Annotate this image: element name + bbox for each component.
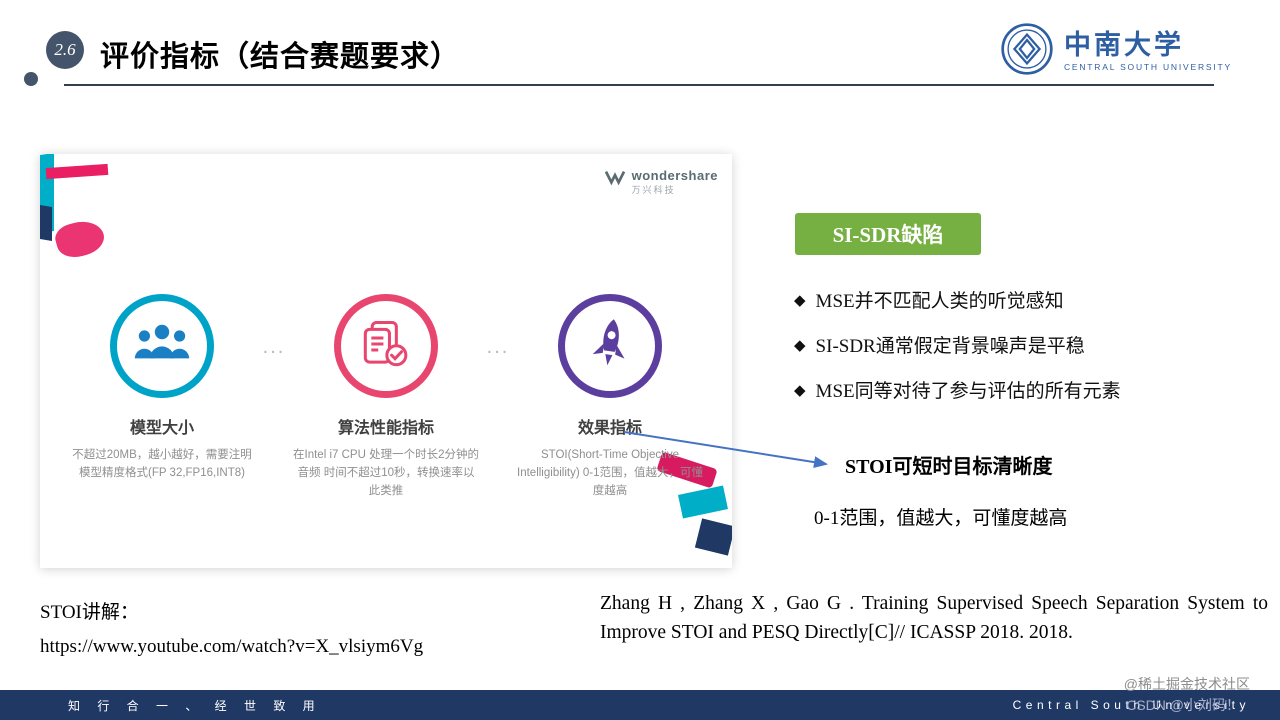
figure-item-desc: 在Intel i7 CPU 处理一个时长2分钟的音频 时间不超过10秒，转换速率… (293, 449, 479, 497)
footer-bar: 知 行 合 一 、 经 世 致 用 Central South Universi… (0, 690, 1280, 720)
watermark-juejin: @稀土掘金技术社区 (1123, 676, 1250, 692)
footer-motto: 知 行 合 一 、 经 世 致 用 (68, 698, 322, 713)
bullet-item: ◆ MSE同等对待了参与评估的所有元素 (794, 378, 1254, 407)
figure-item-algorithm-performance: 算法性能指标 在Intel i7 CPU 处理一个时长2分钟的音频 时间不超过1… (286, 294, 486, 500)
paint-decoration-top-left (45, 163, 109, 180)
section-number-badge: 2.6 (46, 31, 84, 69)
footer-university-name: Central South University (1012, 698, 1250, 712)
figure-item-model-size: 模型大小 不超过20MB，越小越好，需要注明模型精度格式(FP 32,FP16,… (62, 294, 262, 483)
stoi-reference: STOI讲解： https://www.youtube.com/watch?v=… (40, 596, 423, 664)
university-emblem-icon (1000, 22, 1054, 81)
bullet-text: MSE同等对待了参与评估的所有元素 (815, 381, 1121, 402)
figure-circle (334, 294, 438, 398)
team-icon (133, 320, 191, 373)
page-title: 评价指标（结合赛题要求） (100, 41, 461, 73)
diamond-bullet-icon: ◆ (794, 293, 806, 309)
watermark-csdn: CSDN @小刘码！ (1126, 697, 1240, 713)
university-logo: 中南大学 CENTRAL SOUTH UNIVERSITY (1000, 22, 1232, 81)
figure-item-desc: STOI(Short-Time Objective Intelligibilit… (517, 449, 703, 497)
figure-item-effect-metric: 效果指标 STOI(Short-Time Objective Intelligi… (510, 294, 710, 500)
figure-circle (558, 294, 662, 398)
figure-circle (110, 294, 214, 398)
paint-decoration-bottom-right (694, 518, 732, 556)
accent-dot (24, 72, 38, 86)
title-divider (64, 84, 1214, 86)
diamond-bullet-icon: ◆ (794, 383, 806, 399)
paper-citation: Zhang H , Zhang X , Gao G . Training Sup… (600, 593, 1268, 644)
brand-name-cn: 万兴科技 (631, 185, 676, 195)
dots-separator: ... (486, 336, 510, 358)
university-name: 中南大学 (1063, 29, 1184, 60)
bullet-text: MSE并不匹配人类的听觉感知 (815, 291, 1064, 312)
figure-item-desc: 不超过20MB，越小越好，需要注明模型精度格式(FP 32,FP16,INT8) (72, 449, 252, 479)
metrics-figure-card: wondershare 万兴科技 (40, 154, 732, 568)
paint-decoration-top-left (52, 216, 108, 262)
paint-decoration-top-left (40, 204, 52, 242)
brand-name: wondershare (631, 168, 718, 183)
document-check-icon (358, 319, 414, 374)
stoi-definition-title: STOI可短时目标清晰度 (845, 456, 1053, 478)
wondershare-logo-icon (604, 168, 626, 191)
si-sdr-defect-badge: SI-SDR缺陷 (795, 213, 981, 255)
stoi-reference-label: STOI讲解： (40, 602, 139, 623)
stoi-range-note: 0-1范围，值越大，可懂度越高 (814, 508, 1068, 529)
dots-separator: ... (262, 336, 286, 358)
bullet-text: SI-SDR通常假定背景噪声是平稳 (815, 336, 1085, 357)
metrics-row: 模型大小 不超过20MB，越小越好，需要注明模型精度格式(FP 32,FP16,… (62, 294, 710, 500)
wondershare-brand: wondershare 万兴科技 (604, 168, 718, 196)
pointer-arrow-icon (608, 420, 848, 472)
figure-item-title: 算法性能指标 (337, 420, 434, 437)
defect-bullet-list: ◆ MSE并不匹配人类的听觉感知 ◆ SI-SDR通常假定背景噪声是平稳 ◆ MSE同… (794, 288, 1254, 423)
bullet-item: ◆ SI-SDR通常假定背景噪声是平稳 (794, 333, 1254, 362)
diamond-bullet-icon: ◆ (794, 338, 806, 354)
figure-item-title: 模型大小 (129, 420, 194, 437)
bullet-item: ◆ MSE并不匹配人类的听觉感知 (794, 288, 1254, 317)
rocket-icon (581, 313, 639, 378)
stoi-youtube-link[interactable]: https://www.youtube.com/watch?v=X_vlsiym… (40, 636, 424, 657)
university-name-en: CENTRAL SOUTH UNIVERSITY (1063, 62, 1232, 73)
